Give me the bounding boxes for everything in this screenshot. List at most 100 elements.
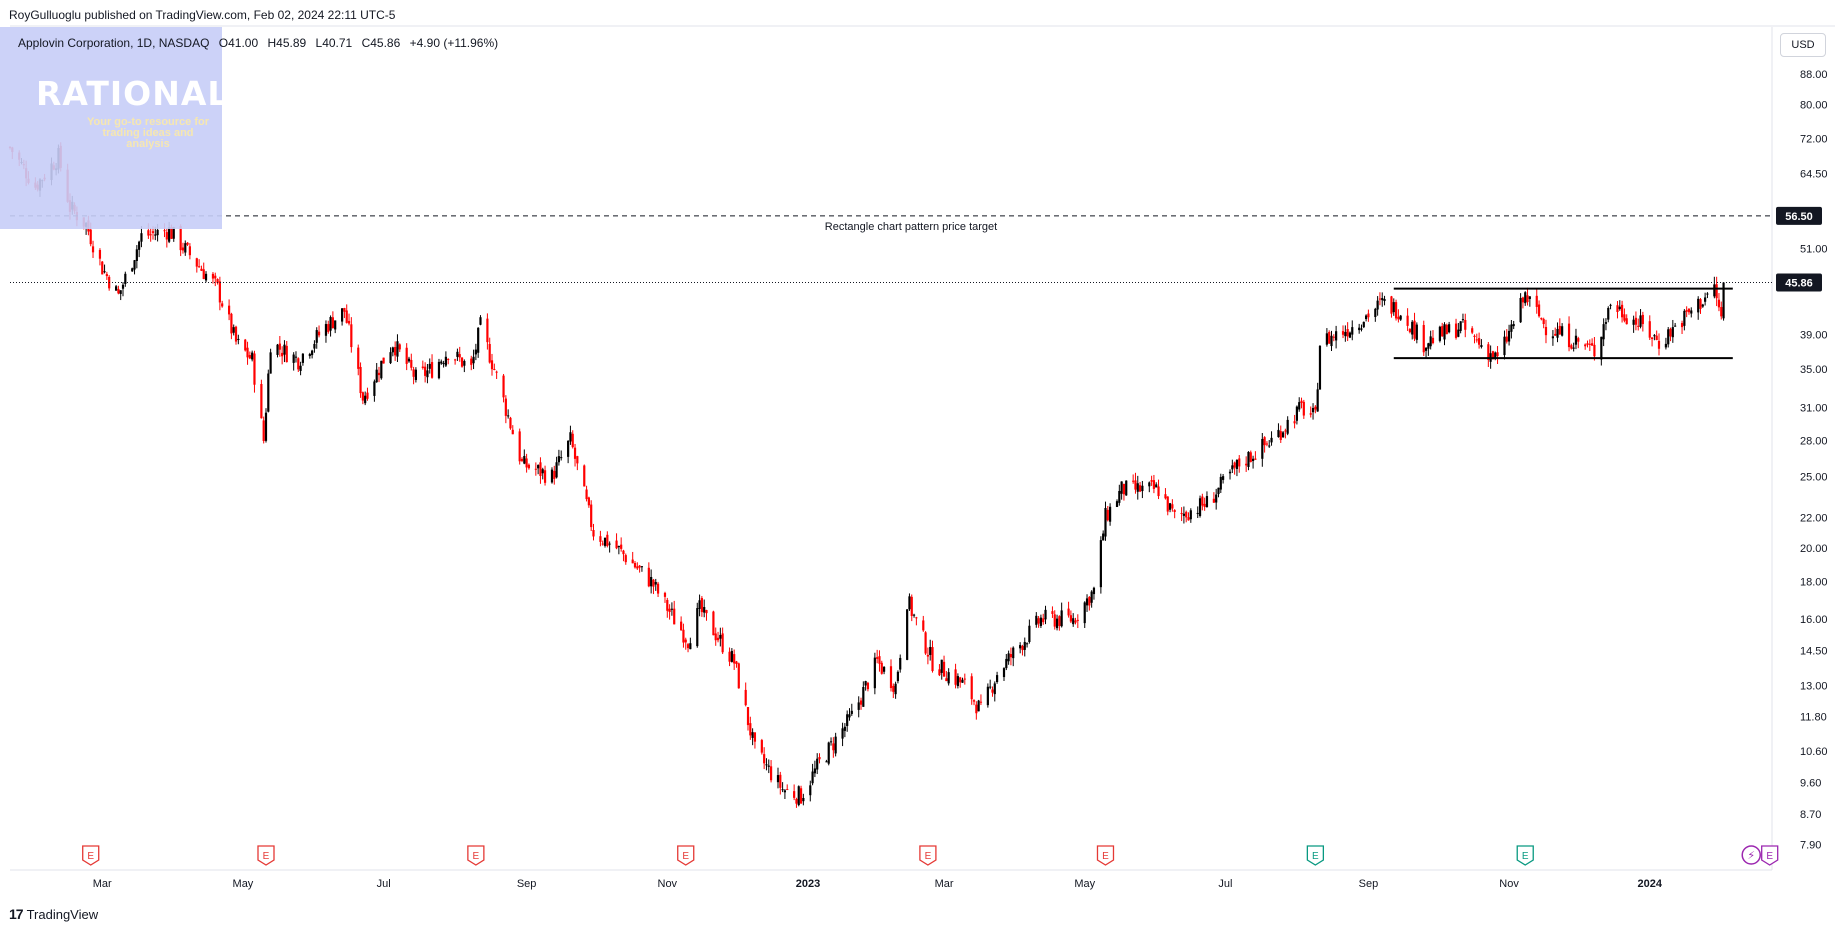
high-value: H45.89	[267, 36, 307, 50]
candle-body	[1623, 314, 1626, 321]
candle-body	[1325, 333, 1328, 345]
candle-body	[1699, 299, 1702, 309]
candle-body	[1166, 496, 1169, 512]
candle-body	[382, 357, 385, 364]
candle-body	[894, 683, 897, 695]
candle-body	[995, 675, 999, 682]
candle-body	[1300, 400, 1303, 403]
candle-body	[1346, 329, 1349, 337]
x-tick-label: Nov	[1499, 878, 1519, 890]
candle-body	[311, 350, 314, 356]
candle-body	[511, 429, 514, 435]
candle-body	[1316, 389, 1319, 412]
candle-body	[1394, 302, 1398, 319]
candle-body	[168, 227, 171, 242]
candle-body	[954, 669, 957, 685]
candle-body	[1390, 296, 1393, 314]
candle-body	[509, 417, 512, 429]
candle-body	[1607, 307, 1610, 320]
candle-body	[269, 352, 272, 374]
candle-body	[1542, 319, 1545, 325]
candle-body	[781, 789, 784, 791]
x-tick-label: Jul	[1218, 878, 1232, 890]
candle-body	[463, 360, 466, 366]
candle-body	[1180, 512, 1183, 514]
candle-body	[364, 395, 367, 404]
candle-body	[1261, 438, 1264, 459]
candle-body	[285, 345, 288, 363]
candle-body	[135, 249, 138, 261]
candle-body	[986, 686, 989, 706]
candle-body	[1586, 343, 1589, 345]
candle-body	[218, 281, 221, 303]
candle-body	[278, 343, 281, 350]
split-event-glyph: ⚡	[1747, 849, 1755, 862]
candle-body	[1526, 295, 1529, 303]
candle-body	[1422, 325, 1425, 353]
candle-body	[873, 657, 876, 689]
candle-body	[899, 657, 902, 670]
candle-body	[716, 637, 720, 641]
candle-body	[1085, 598, 1089, 606]
earnings-event-icon: E	[1096, 845, 1115, 866]
candle-body	[892, 685, 895, 692]
candle-body	[666, 599, 669, 611]
earnings-event-icon: E	[257, 845, 275, 866]
candle-body	[1567, 323, 1571, 348]
y-tick-label: 72.00	[1800, 133, 1828, 145]
candle-body	[977, 700, 980, 712]
candle-body	[650, 576, 653, 587]
tradingview-logo-icon: 17	[9, 906, 24, 922]
candle-body	[1427, 343, 1430, 349]
y-tick-label: 14.50	[1800, 646, 1828, 658]
candle-body	[620, 544, 623, 549]
candle-body	[763, 754, 766, 764]
watermark-title: RATIONALE	[36, 74, 253, 113]
candle-body	[767, 765, 770, 767]
candle-body	[989, 686, 992, 688]
candle-body	[1637, 325, 1640, 327]
candle-body	[972, 700, 976, 702]
price-axis-tag	[1776, 206, 1822, 225]
candle-body	[834, 736, 837, 754]
candle-body	[1295, 406, 1299, 421]
candle-body	[345, 310, 348, 323]
candle-body	[912, 614, 916, 616]
candle-body	[765, 764, 768, 766]
candle-body	[680, 621, 683, 631]
candle-body	[624, 555, 627, 563]
candle-body	[1051, 611, 1054, 614]
candle-body	[1704, 297, 1707, 302]
currency-button[interactable]: USD	[1780, 33, 1826, 57]
candle-body	[1072, 618, 1075, 625]
candle-body	[862, 686, 865, 707]
candle-body	[956, 676, 959, 687]
candle-body	[878, 656, 881, 664]
candle-body	[405, 347, 408, 364]
candle-body	[1593, 344, 1596, 357]
svg-text:E: E	[682, 851, 689, 862]
candle-body	[281, 352, 284, 357]
candle-body	[825, 761, 828, 763]
price-axis-tag	[1776, 273, 1822, 292]
candle-body	[366, 392, 369, 399]
candle-body	[1235, 459, 1239, 469]
candle-body	[504, 398, 507, 416]
candle-body	[486, 318, 489, 343]
earnings-event-icon: E	[919, 845, 937, 866]
candle-body	[507, 415, 510, 417]
candle-body	[1653, 335, 1656, 337]
candle-body	[1602, 324, 1605, 340]
candle-body	[232, 327, 235, 333]
candle-body	[537, 465, 540, 469]
candle-body	[1519, 297, 1522, 323]
candle-body	[1215, 494, 1218, 503]
candle-body	[292, 354, 295, 363]
candle-body	[799, 788, 803, 804]
candle-body	[1415, 324, 1418, 340]
candle-body	[1556, 328, 1559, 338]
candle-body	[1669, 328, 1672, 337]
candle-body	[1042, 618, 1045, 623]
x-tick-label: Jul	[377, 878, 391, 890]
